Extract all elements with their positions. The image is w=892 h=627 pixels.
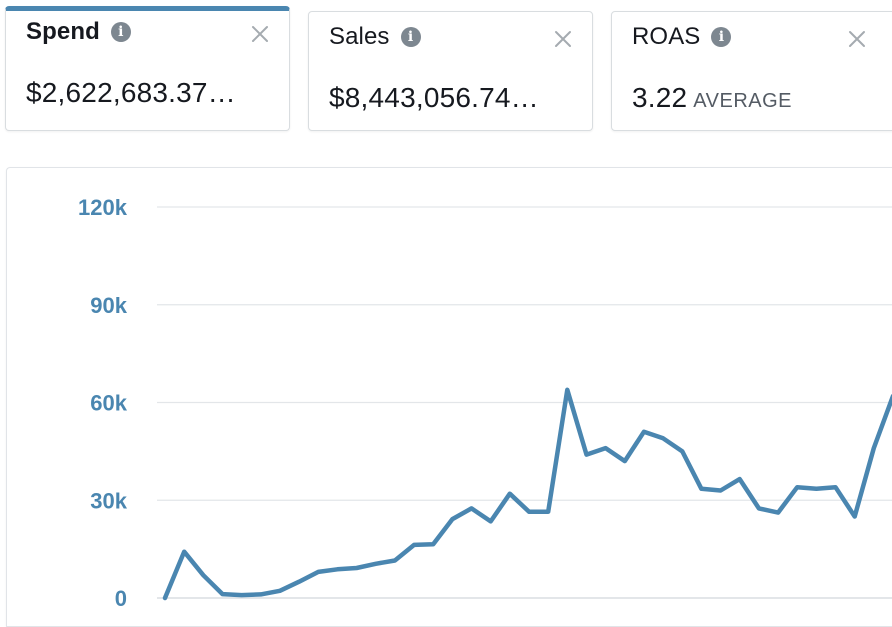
- metric-card-header: Sales i: [329, 23, 421, 50]
- info-icon[interactable]: i: [400, 27, 421, 47]
- data-point[interactable]: [446, 513, 458, 525]
- y-tick-label: 30k: [90, 488, 127, 513]
- data-point[interactable]: [715, 485, 727, 497]
- data-point[interactable]: [312, 566, 324, 578]
- metric-value: 3.22 AVERAGE: [632, 82, 792, 114]
- metric-value-text: $2,622,683.37…: [26, 77, 236, 108]
- data-point[interactable]: [638, 426, 650, 438]
- data-point[interactable]: [753, 502, 765, 514]
- data-point[interactable]: [600, 442, 612, 454]
- metric-card-roas[interactable]: ROAS i 3.22 AVERAGE: [611, 11, 892, 131]
- data-point[interactable]: [849, 511, 861, 523]
- data-point[interactable]: [255, 588, 267, 600]
- data-point[interactable]: [581, 449, 593, 461]
- info-icon[interactable]: i: [110, 22, 131, 42]
- data-point[interactable]: [197, 569, 209, 581]
- data-point[interactable]: [159, 592, 171, 604]
- metric-card-header: ROAS i: [632, 23, 732, 50]
- close-icon[interactable]: [554, 30, 572, 48]
- metric-title: Sales: [329, 23, 390, 50]
- metric-title: Spend: [26, 18, 100, 45]
- metric-value: $8,443,056.74…: [329, 82, 539, 114]
- chart-panel: 0 30k 60k 90k 120k: [6, 167, 892, 627]
- metric-value-text: $8,443,056.74…: [329, 82, 539, 113]
- data-point[interactable]: [810, 483, 822, 495]
- data-point[interactable]: [523, 506, 535, 518]
- data-point[interactable]: [561, 384, 573, 396]
- data-point[interactable]: [408, 539, 420, 551]
- data-point[interactable]: [485, 515, 497, 527]
- data-point[interactable]: [427, 538, 439, 550]
- info-icon[interactable]: i: [711, 27, 732, 47]
- data-point[interactable]: [504, 488, 516, 500]
- line-chart: 0 30k 60k 90k 120k: [78, 195, 892, 611]
- metric-cards: Spend i $2,622,683.37… Sales i $8,443,05…: [0, 0, 892, 140]
- data-point[interactable]: [293, 576, 305, 588]
- data-point[interactable]: [695, 483, 707, 495]
- y-tick-label: 120k: [78, 195, 128, 220]
- close-icon[interactable]: [848, 30, 866, 48]
- data-point[interactable]: [274, 585, 286, 597]
- y-tick-label: 60k: [90, 391, 127, 416]
- metric-card-spend[interactable]: Spend i $2,622,683.37…: [5, 6, 290, 131]
- metric-title: ROAS: [632, 23, 701, 50]
- data-point[interactable]: [370, 558, 382, 570]
- data-point[interactable]: [217, 588, 229, 600]
- y-tick-label: 90k: [90, 293, 127, 318]
- data-point[interactable]: [542, 506, 554, 518]
- close-icon[interactable]: [251, 25, 269, 43]
- data-point[interactable]: [351, 562, 363, 574]
- metric-unit: AVERAGE: [693, 90, 793, 112]
- data-point[interactable]: [830, 481, 842, 493]
- metric-value-text: 3.22: [632, 82, 688, 113]
- data-point[interactable]: [619, 455, 631, 467]
- data-point[interactable]: [389, 555, 401, 567]
- data-point[interactable]: [236, 589, 248, 601]
- data-point[interactable]: [466, 502, 478, 514]
- data-point[interactable]: [791, 481, 803, 493]
- y-tick-label: 0: [115, 586, 127, 611]
- series-line[interactable]: [162, 387, 892, 601]
- metric-card-header: Spend i: [26, 18, 131, 45]
- data-point[interactable]: [887, 390, 892, 402]
- metric-card-sales[interactable]: Sales i $8,443,056.74…: [308, 11, 593, 131]
- metric-value: $2,622,683.37…: [26, 77, 236, 109]
- data-point[interactable]: [868, 442, 880, 454]
- data-point[interactable]: [331, 563, 343, 575]
- data-point[interactable]: [734, 473, 746, 485]
- data-point[interactable]: [657, 432, 669, 444]
- data-point[interactable]: [676, 445, 688, 457]
- data-point[interactable]: [178, 546, 190, 558]
- data-point[interactable]: [772, 507, 784, 519]
